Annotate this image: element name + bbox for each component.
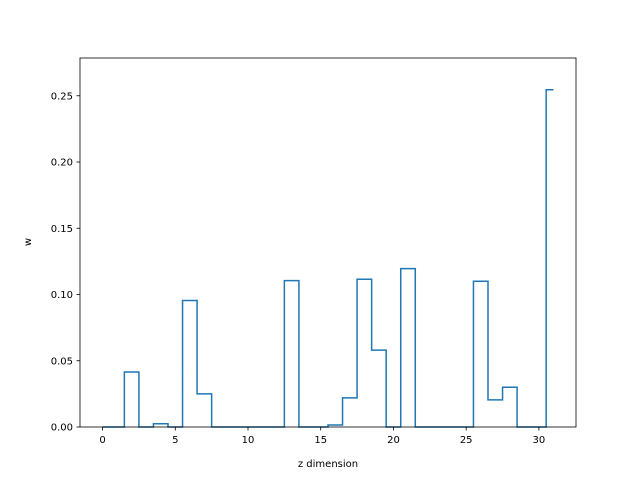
y-tick-label-3: 0.15 — [51, 224, 73, 235]
x-tick-label-25: 25 — [460, 435, 473, 446]
y-tick-label-1: 0.05 — [51, 356, 73, 367]
x-tick-label-30: 30 — [533, 435, 546, 446]
plot-area: 0 5 10 15 20 25 30 0.00 0.05 0.10 0.15 0.20 0.25 — [51, 57, 577, 446]
x-tick-label-5: 5 — [172, 435, 178, 446]
axes-frame — [79, 57, 577, 428]
x-tick-label-0: 0 — [99, 435, 105, 446]
x-axis-label: z dimension — [298, 459, 358, 470]
x-tick-label-20: 20 — [387, 435, 400, 446]
y-axis-label: w — [23, 238, 34, 246]
y-tick-label-4: 0.20 — [51, 158, 73, 169]
x-tick-label-15: 15 — [314, 435, 327, 446]
x-tick-label-10: 10 — [242, 435, 255, 446]
y-tick-label-5: 0.25 — [51, 91, 73, 102]
y-tick-label-0: 0.00 — [51, 423, 73, 434]
y-tick-label-2: 0.10 — [51, 290, 73, 301]
series-w-step-line — [102, 89, 554, 428]
